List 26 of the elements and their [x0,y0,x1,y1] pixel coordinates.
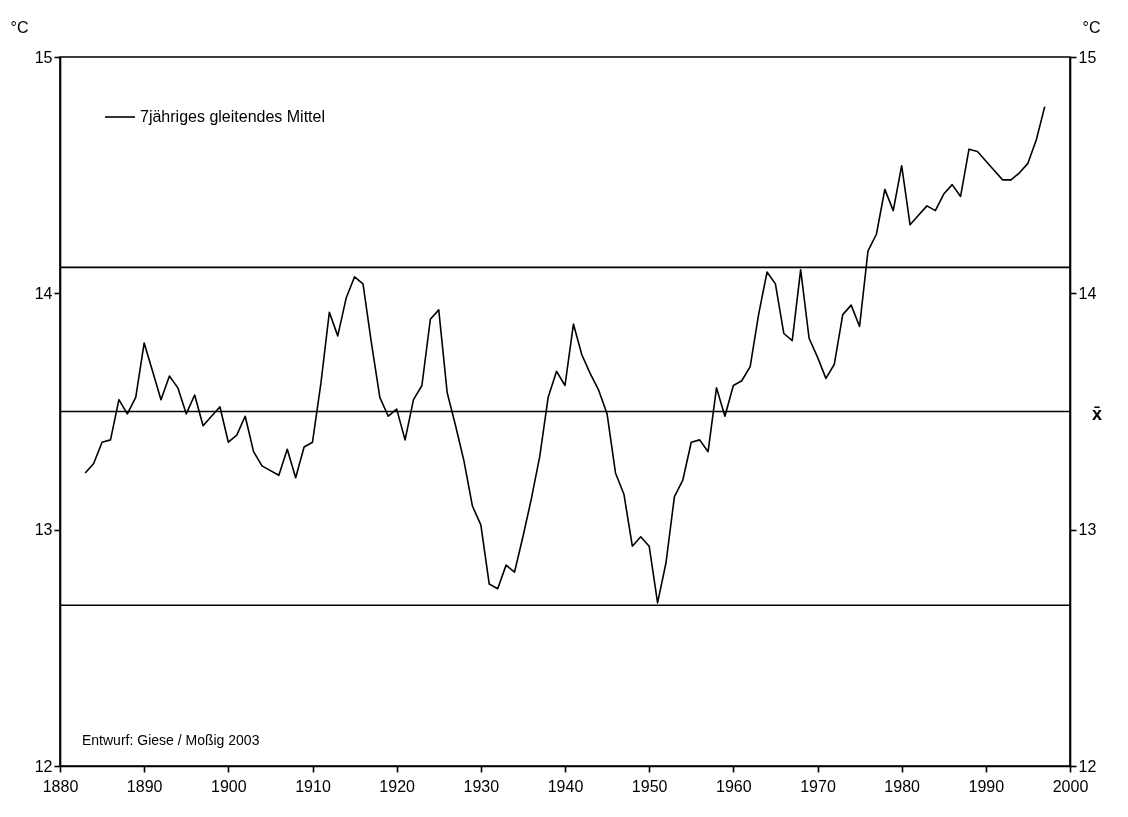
legend-label: 7jähriges gleitendes Mittel [140,108,325,125]
x-tick-label: 1970 [800,777,836,795]
x-tick-label: 1930 [463,777,500,795]
x-tick-label: 1900 [211,777,247,795]
x-tick-label: 2000 [1052,777,1089,795]
y-tick-label: 12 [34,757,53,775]
annotation: Entwurf: Giese / Moßig 2003 [82,732,260,748]
x-tick-label: 1880 [42,777,79,795]
x-tick-label: 1990 [968,777,1005,795]
y2-tick-label: 13 [1078,521,1097,539]
y-tick-label: 13 [34,521,53,539]
y2-tick-label: 15 [1078,48,1097,66]
x-tick-label: 1960 [716,777,752,795]
y-tick-label: 15 [34,48,53,66]
x-tick-label: 1910 [295,777,331,795]
x-tick-label: 1980 [884,777,921,795]
x-tick-label: 1950 [631,777,668,795]
y-axis-title: °C [10,18,29,36]
y-tick-label: 14 [34,284,53,302]
x-tick-label: 1940 [547,777,584,795]
x-tick-label: 1890 [126,777,163,795]
x-tick-label: 1920 [379,777,416,795]
y2-tick-label: 12 [1078,757,1097,775]
ref-line-label: x̄ [1092,403,1103,424]
y2-axis-title: °C [1082,18,1101,36]
y2-tick-label: 14 [1078,284,1097,302]
